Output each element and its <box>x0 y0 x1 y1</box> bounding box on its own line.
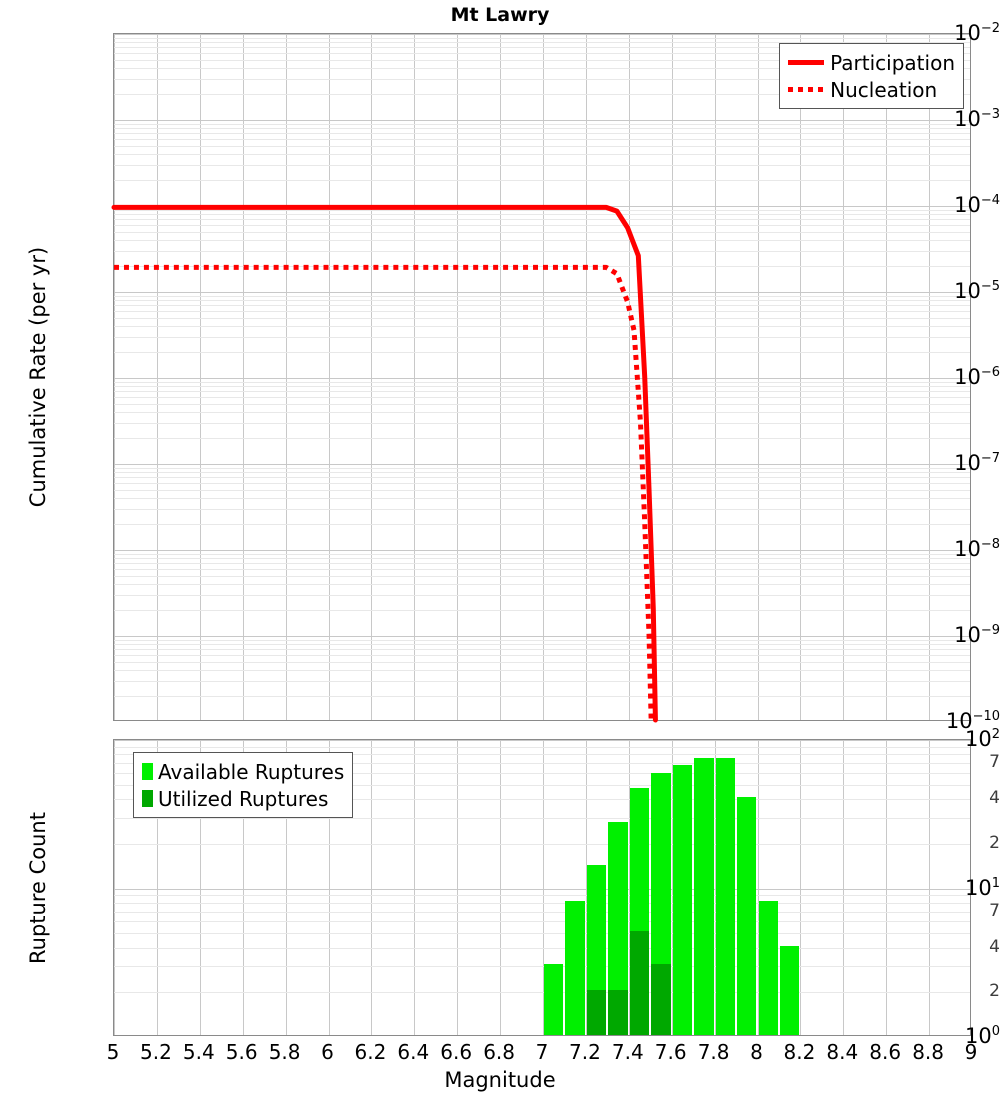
nucleation-line-icon <box>788 81 824 99</box>
x-tick-label: 8.4 <box>826 1040 858 1064</box>
x-tick-label: 6.6 <box>440 1040 472 1064</box>
legend-label-nucleation: Nucleation <box>830 78 937 102</box>
x-tick-label: 6 <box>321 1040 334 1064</box>
bar-utilized-ruptures <box>630 931 649 1035</box>
x-tick-label: 7.8 <box>698 1040 730 1064</box>
x-tick-label: 6.8 <box>483 1040 515 1064</box>
chart-root: Mt Lawry Participation Nucleation Availa… <box>0 0 1000 1100</box>
x-tick-label: 6.4 <box>397 1040 429 1064</box>
rupture-count-panel: Available Ruptures Utilized Ruptures <box>113 739 971 1036</box>
x-tick-label: 5.2 <box>140 1040 172 1064</box>
legend-label-participation: Participation <box>830 51 955 75</box>
curve-nucleation <box>114 267 651 720</box>
y-tick-label-minor: 4 <box>897 937 1000 957</box>
bar-utilized-ruptures <box>587 990 606 1035</box>
y-tick-label-top: 10−4 <box>895 193 1000 217</box>
x-tick-label: 8 <box>750 1040 763 1064</box>
legend-label-utilized: Utilized Ruptures <box>158 787 328 811</box>
y-tick-label-minor: 4 <box>897 788 1000 808</box>
y-tick-label-bottom: 100 <box>895 1024 1000 1048</box>
bar-available-ruptures <box>780 946 799 1035</box>
bottom-y-axis-label: Rupture Count <box>26 812 50 964</box>
y-tick-label-top: 10−5 <box>895 279 1000 303</box>
bar-available-ruptures <box>716 758 735 1035</box>
bar-available-ruptures <box>544 964 563 1035</box>
curve-participation <box>114 207 655 720</box>
bar-available-ruptures <box>737 797 756 1035</box>
x-tick-label: 8.6 <box>869 1040 901 1064</box>
legend-item-nucleation: Nucleation <box>788 76 955 103</box>
x-tick-label: 8.2 <box>783 1040 815 1064</box>
y-tick-label-top: 10−3 <box>895 107 1000 131</box>
bar-available-ruptures <box>565 901 584 1035</box>
x-axis-label: Magnitude <box>0 1068 1000 1092</box>
legend-item-participation: Participation <box>788 49 955 76</box>
x-tick-label: 5 <box>107 1040 120 1064</box>
x-tick-label: 6.2 <box>354 1040 386 1064</box>
x-tick-label: 7.4 <box>612 1040 644 1064</box>
y-tick-label-minor: 7 <box>897 752 1000 772</box>
y-tick-label-minor: 7 <box>897 901 1000 921</box>
x-tick-label: 5.4 <box>183 1040 215 1064</box>
top-legend: Participation Nucleation <box>779 43 964 109</box>
y-tick-label-bottom: 102 <box>895 727 1000 751</box>
rate-curves <box>114 34 970 720</box>
y-tick-label-top: 10−6 <box>895 365 1000 389</box>
utilized-swatch-icon <box>142 790 153 807</box>
x-tick-label: 7.2 <box>569 1040 601 1064</box>
cumulative-rate-panel: Participation Nucleation <box>113 33 971 721</box>
y-tick-label-minor: 2 <box>897 981 1000 1001</box>
legend-item-available: Available Ruptures <box>142 758 344 785</box>
available-swatch-icon <box>142 763 153 780</box>
bottom-legend: Available Ruptures Utilized Ruptures <box>133 752 353 818</box>
top-y-axis-label: Cumulative Rate (per yr) <box>26 247 50 507</box>
x-tick-label: 7.6 <box>655 1040 687 1064</box>
legend-item-utilized: Utilized Ruptures <box>142 785 344 812</box>
x-tick-label: 5.6 <box>226 1040 258 1064</box>
y-tick-label-minor: 2 <box>897 833 1000 853</box>
bar-utilized-ruptures <box>651 964 670 1035</box>
bar-utilized-ruptures <box>608 990 627 1035</box>
x-tick-label: 9 <box>965 1040 978 1064</box>
x-tick-label: 7 <box>536 1040 549 1064</box>
bar-available-ruptures <box>694 758 713 1035</box>
participation-line-icon <box>788 54 824 72</box>
page-title: Mt Lawry <box>0 4 1000 26</box>
x-tick-label: 8.8 <box>912 1040 944 1064</box>
bar-available-ruptures <box>673 765 692 1035</box>
y-tick-label-top: 10−9 <box>895 623 1000 647</box>
legend-label-available: Available Ruptures <box>158 760 344 784</box>
y-tick-label-top: 10−8 <box>895 537 1000 561</box>
y-tick-label-bottom: 101 <box>895 876 1000 900</box>
x-tick-label: 5.8 <box>269 1040 301 1064</box>
y-tick-label-top: 10−7 <box>895 451 1000 475</box>
bar-available-ruptures <box>759 901 778 1035</box>
y-tick-label-top: 10−2 <box>895 21 1000 45</box>
